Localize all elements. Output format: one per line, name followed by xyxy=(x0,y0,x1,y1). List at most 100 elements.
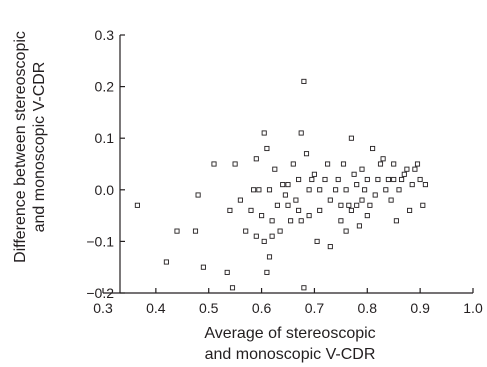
x-tick-label: 0.5 xyxy=(199,300,219,316)
data-point xyxy=(354,202,360,208)
y-axis-title-line-1: Difference between stereoscopic xyxy=(12,31,29,263)
data-point xyxy=(282,192,288,198)
data-point xyxy=(383,187,389,193)
data-point xyxy=(261,130,267,136)
data-point xyxy=(290,161,296,167)
data-point xyxy=(338,218,344,224)
data-point xyxy=(311,171,317,177)
data-point xyxy=(253,156,259,162)
data-point xyxy=(380,156,386,162)
y-tick-label: 0.3 xyxy=(95,27,115,43)
data-point xyxy=(417,176,423,183)
data-point xyxy=(195,192,201,198)
y-tick-label: 0.2 xyxy=(95,79,115,95)
data-point xyxy=(277,228,283,234)
data-point xyxy=(309,176,315,183)
data-point xyxy=(192,228,199,234)
x-tick-label: 0.7 xyxy=(305,300,325,316)
data-point xyxy=(327,197,333,203)
data-point xyxy=(285,202,291,208)
data-point xyxy=(420,202,426,208)
x-axis-title-line-1: Average of stereoscopic xyxy=(204,325,375,342)
data-point xyxy=(293,197,299,203)
data-point xyxy=(364,213,370,219)
data-point xyxy=(393,218,399,224)
data-point xyxy=(346,202,352,208)
x-tick-label: 0.6 xyxy=(252,300,272,316)
data-point xyxy=(243,228,249,234)
data-point xyxy=(266,187,273,193)
x-axis-title-line-2: and monoscopic V-CDR xyxy=(205,346,376,363)
data-point xyxy=(264,145,270,152)
data-point xyxy=(306,187,312,193)
data-point xyxy=(362,187,368,193)
data-point xyxy=(301,285,307,291)
data-point xyxy=(296,207,302,213)
data-point xyxy=(377,161,384,167)
data-point xyxy=(407,207,413,213)
data-point xyxy=(266,254,273,260)
data-point xyxy=(414,161,421,167)
data-point xyxy=(303,151,310,157)
data-points xyxy=(134,78,428,291)
data-point xyxy=(224,269,230,275)
data-point xyxy=(317,207,323,213)
y-tick-label: −0.1 xyxy=(86,233,114,249)
data-point xyxy=(372,192,378,198)
data-point xyxy=(134,202,140,208)
data-point xyxy=(399,176,405,183)
y-tick-label: −0.2 xyxy=(86,285,114,301)
data-point xyxy=(391,176,397,183)
data-point xyxy=(351,171,357,177)
data-point xyxy=(325,161,331,167)
y-axis-title-line-2: and monoscopic V-CDR xyxy=(31,62,48,233)
data-point xyxy=(229,285,236,291)
data-point xyxy=(256,187,262,193)
data-point xyxy=(174,228,180,234)
x-tick-label: 0.8 xyxy=(358,300,378,316)
data-point xyxy=(259,213,265,219)
data-point xyxy=(306,213,312,219)
data-point xyxy=(274,202,280,208)
data-point xyxy=(388,197,394,203)
data-point xyxy=(301,78,307,84)
data-point xyxy=(269,218,275,224)
data-point xyxy=(335,176,341,183)
data-point xyxy=(401,171,407,177)
data-point xyxy=(391,161,397,167)
data-point xyxy=(356,223,362,229)
data-point xyxy=(296,176,302,183)
data-point xyxy=(280,182,286,188)
data-point xyxy=(269,233,275,239)
data-point xyxy=(285,182,291,188)
x-tick-label: 1.0 xyxy=(463,300,483,316)
x-tick-label: 0.4 xyxy=(146,300,166,316)
data-point xyxy=(298,130,304,136)
data-point xyxy=(317,187,323,193)
data-point xyxy=(338,202,344,208)
data-point xyxy=(359,166,365,172)
data-point xyxy=(343,228,349,234)
data-point xyxy=(370,145,376,152)
data-point xyxy=(348,207,354,213)
x-axis-title: Average of stereoscopic and monoscopic V… xyxy=(204,325,375,363)
data-point xyxy=(322,176,328,183)
data-point xyxy=(248,207,254,213)
y-axis-title: Difference between stereoscopic and mono… xyxy=(12,31,48,263)
data-point xyxy=(412,166,418,172)
data-point xyxy=(264,269,270,275)
data-point xyxy=(163,259,169,265)
data-point xyxy=(385,176,391,183)
data-point xyxy=(251,187,257,193)
data-point xyxy=(227,207,233,213)
data-point xyxy=(396,187,402,193)
data-point xyxy=(327,244,333,250)
data-point xyxy=(298,218,304,224)
data-point xyxy=(232,161,238,167)
axes: 0.3 0.4 0.5 0.6 0.7 0.8 0.9 1.0 −0.2 −0.1 0.0 0.1 0.… xyxy=(86,27,483,316)
data-point xyxy=(404,166,410,172)
data-point xyxy=(253,233,259,239)
data-point xyxy=(364,176,370,183)
data-point xyxy=(333,187,339,193)
